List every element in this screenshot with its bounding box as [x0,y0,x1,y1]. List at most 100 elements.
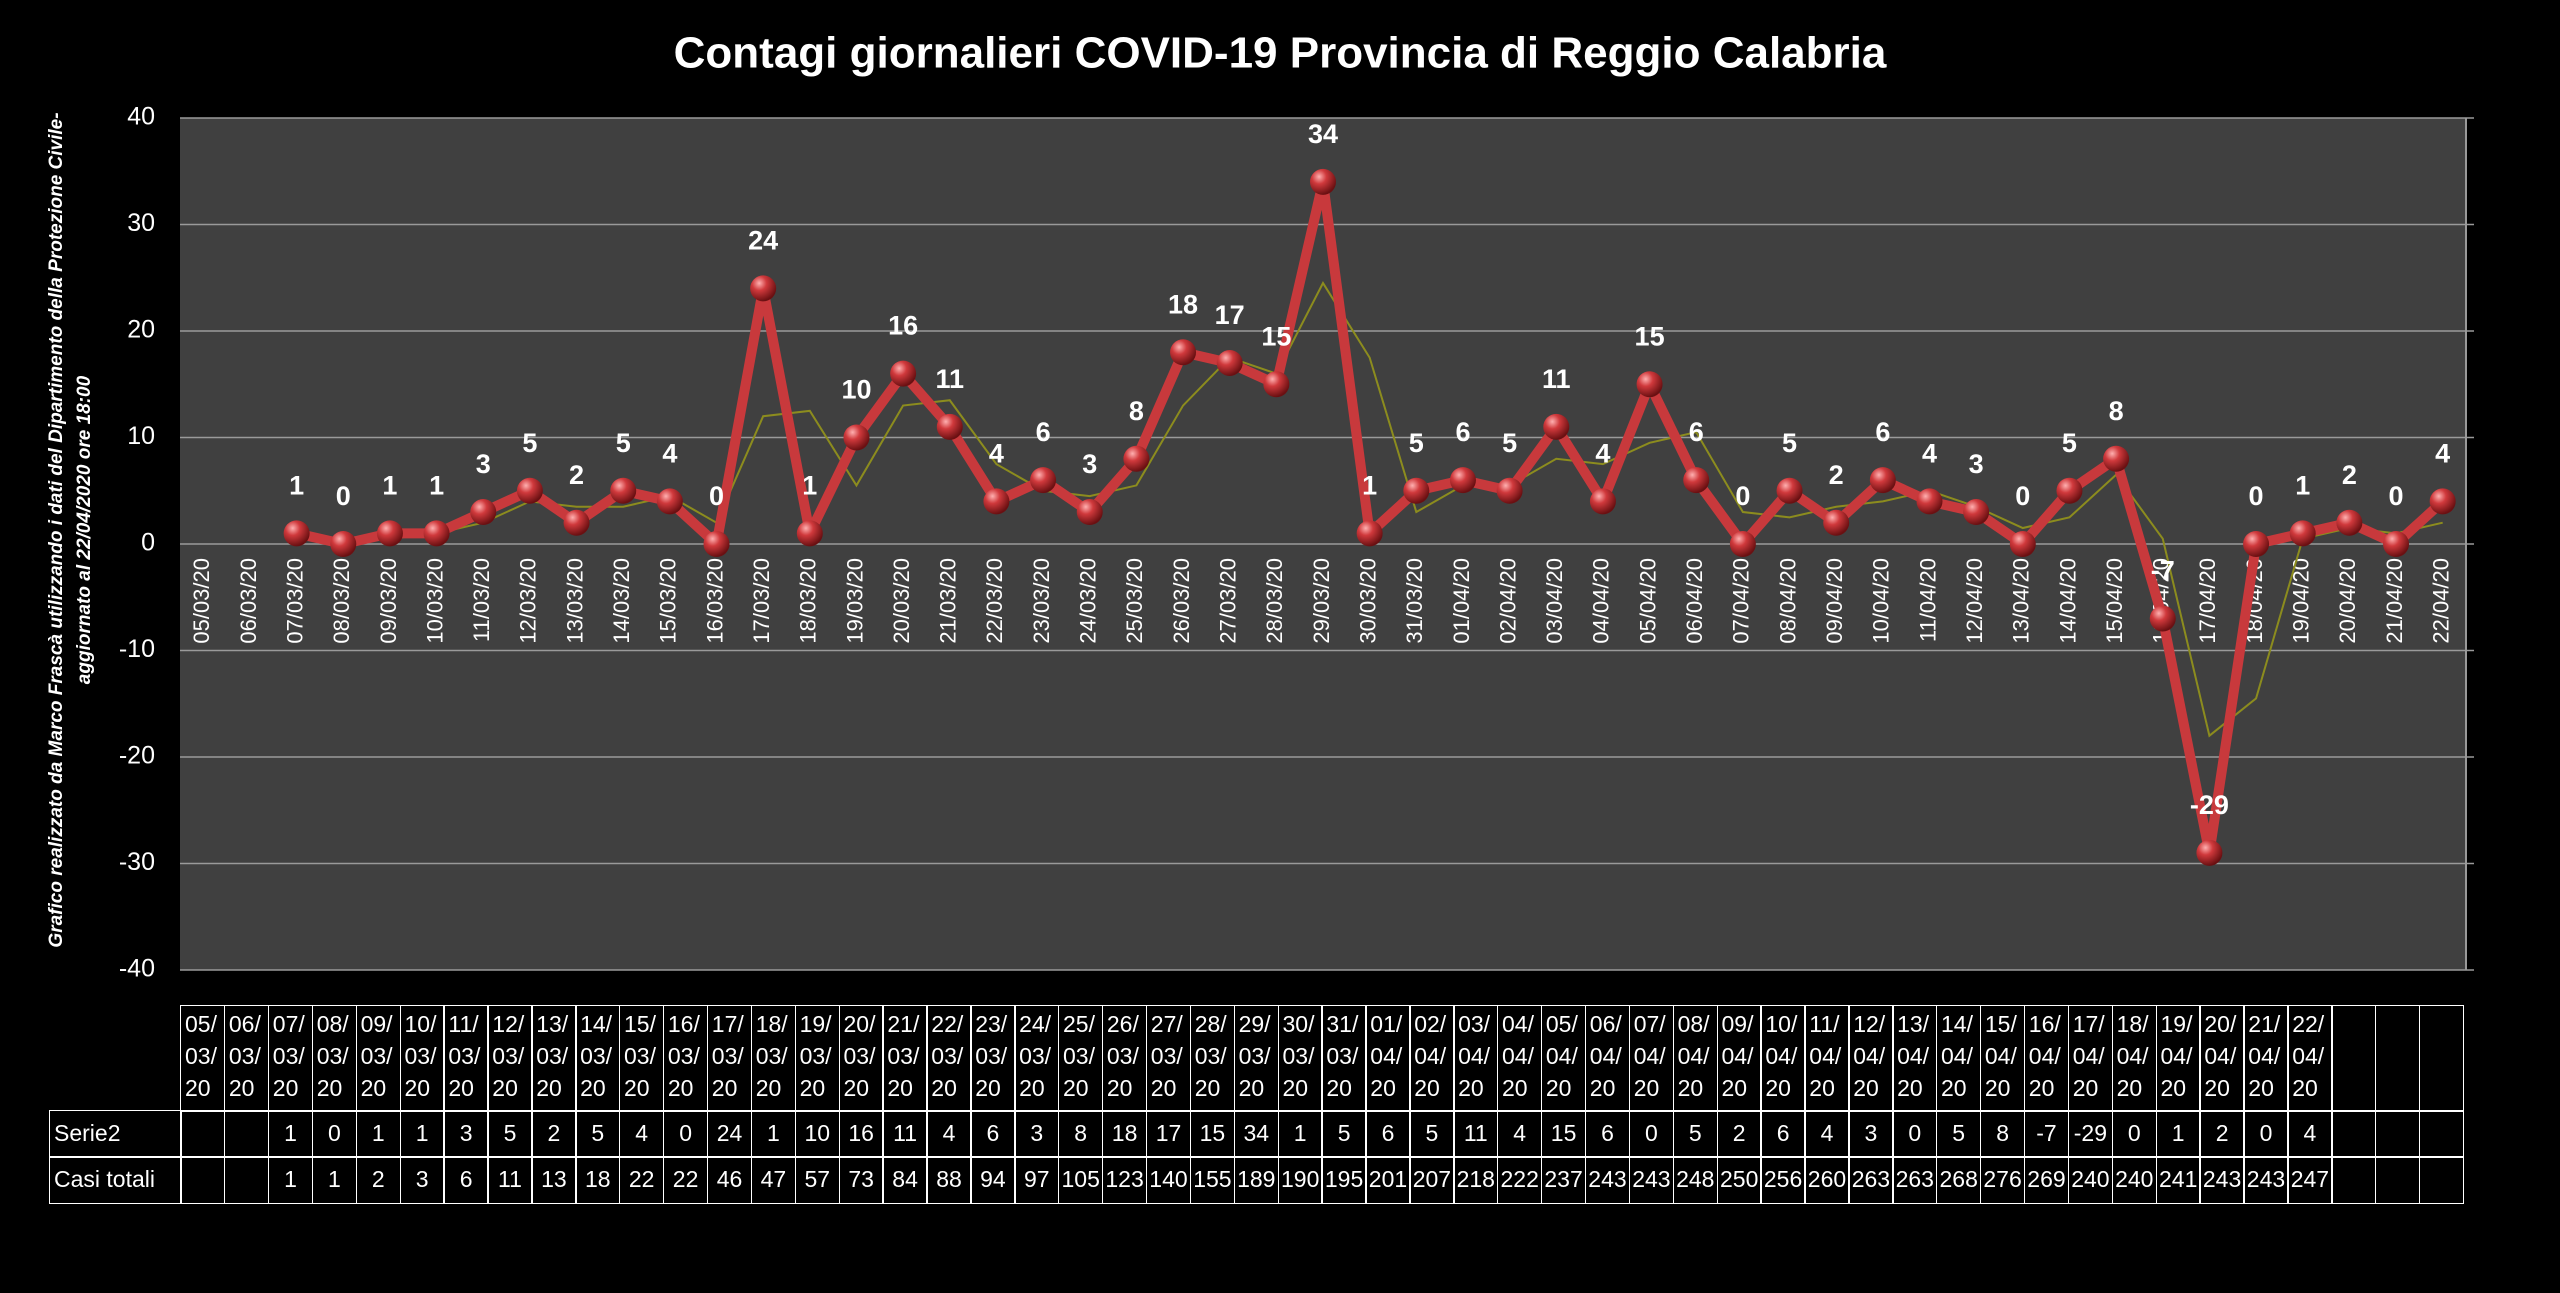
table-cell: 4 [2287,1110,2333,1158]
x-tick-label: 08/03/20 [329,558,354,644]
table-header-cell: 19/04/20 [2155,1005,2201,1112]
table-cell: 269 [2023,1156,2070,1204]
table-row-label: Casi totali [49,1156,182,1204]
marker [1683,467,1710,494]
table-header-cell: 11/04/20 [1804,1005,1850,1112]
table-header-cell: 09/04/20 [1716,1005,1762,1112]
table-header-cell: 21/03/20 [882,1005,928,1112]
data-label: 4 [989,439,1004,469]
data-label: 6 [1455,417,1470,447]
data-label: 1 [1362,470,1377,500]
marker [516,477,543,504]
x-tick-label: 24/03/20 [1076,558,1101,644]
table-cell: 190 [1277,1156,1323,1204]
marker [1170,339,1197,366]
x-tick-label: 11/03/20 [469,558,494,642]
data-label: 1 [2295,470,2310,500]
marker [1916,488,1943,515]
table-header-cell: 05/03/20 [180,1005,226,1112]
table-cell: 18 [1101,1110,1148,1158]
marker [283,520,310,547]
marker [563,509,590,536]
table-cell: 15 [1189,1110,1236,1158]
x-tick-label: 08/04/20 [1775,558,1800,644]
table-cell [2418,1110,2465,1158]
table-cell: 0 [1892,1110,1938,1158]
table-cell: 6 [1760,1110,1806,1158]
table-cell [223,1156,270,1204]
trendline [343,281,2443,738]
data-label: 15 [1261,321,1291,351]
data-label: 0 [336,481,351,511]
table-cell: 11 [1453,1110,1499,1158]
table-cell [2375,1110,2421,1158]
table-header-cell: 12/03/20 [487,1005,533,1112]
x-tick-label: 09/03/20 [376,558,401,644]
table-cell: 3 [1848,1110,1894,1158]
marker [330,531,357,557]
table-header-cell: 14/03/20 [575,1005,621,1112]
x-tick-label: 30/03/20 [1355,558,1380,644]
marker [1963,499,1990,526]
x-tick-label: 03/04/20 [1542,558,1567,644]
table-cell [223,1110,270,1158]
table-cell: 84 [882,1156,928,1204]
data-label: 0 [2249,481,2264,511]
table-header-cell: 22/04/20 [2287,1005,2333,1112]
table-cell [2418,1156,2465,1204]
table-cell: 22 [662,1156,709,1204]
data-label: 5 [616,428,631,458]
data-label: 1 [802,470,817,500]
data-label: 16 [888,311,918,341]
data-label: 34 [1308,119,1338,149]
marker [1776,477,1803,504]
data-label: 2 [2342,460,2357,490]
table-cell: 1 [750,1110,797,1158]
data-label: 17 [1215,300,1245,330]
table-cell: 4 [1497,1110,1543,1158]
table-header-cell: 20/03/20 [838,1005,884,1112]
table-header-cell: 17/03/20 [706,1005,753,1112]
y-axis-title-line: Grafico realizzato da Marco Frascà utili… [46,112,67,947]
data-label: 3 [1969,449,1984,479]
x-tick-label: 11/04/20 [1915,558,1940,642]
x-tick-label: 19/03/20 [842,558,867,644]
table-cell: 6 [443,1156,489,1204]
table-cell: 250 [1716,1156,1762,1204]
x-tick-label: 26/03/20 [1169,558,1194,644]
table-cell: 1 [267,1110,314,1158]
marker [2056,477,2083,504]
data-label: 0 [1735,481,1750,511]
table-cell: 1 [311,1156,358,1204]
data-label: 6 [1689,417,1704,447]
table-header-cell: 10/03/20 [399,1005,445,1112]
table-cell: 155 [1189,1156,1236,1204]
marker [2243,531,2270,557]
x-tick-label: 13/04/20 [2009,558,2034,644]
table-header-cell: 06/04/20 [1584,1005,1631,1112]
marker [1356,520,1383,547]
y-tick-label: 0 [141,529,155,557]
table-cell: 1 [399,1110,445,1158]
marker [1076,499,1103,526]
table-cell: 1 [1277,1110,1323,1158]
x-tick-label: 22/04/20 [2428,558,2453,644]
table-cell: 94 [970,1156,1016,1204]
table-header-cell: 24/03/20 [1014,1005,1060,1112]
marker [2383,531,2410,557]
x-tick-label: 05/03/20 [189,558,214,644]
table-cell: 4 [619,1110,665,1158]
table-header-cell: 31/03/20 [1321,1005,1367,1112]
table-cell: 248 [1672,1156,1718,1204]
table-row-label: Serie2 [49,1110,182,1158]
table-cell: 240 [2067,1156,2114,1204]
marker [1030,467,1057,494]
x-tick-label: 17/04/20 [2195,558,2220,644]
table-cell [2331,1110,2377,1158]
data-label: 3 [1082,449,1097,479]
table-header-cell: 28/03/20 [1189,1005,1236,1112]
table-header-cell: 16/04/20 [2023,1005,2070,1112]
x-tick-label: 21/03/20 [936,558,961,644]
marker [2196,839,2223,866]
table-header-cell: 08/03/20 [311,1005,358,1112]
